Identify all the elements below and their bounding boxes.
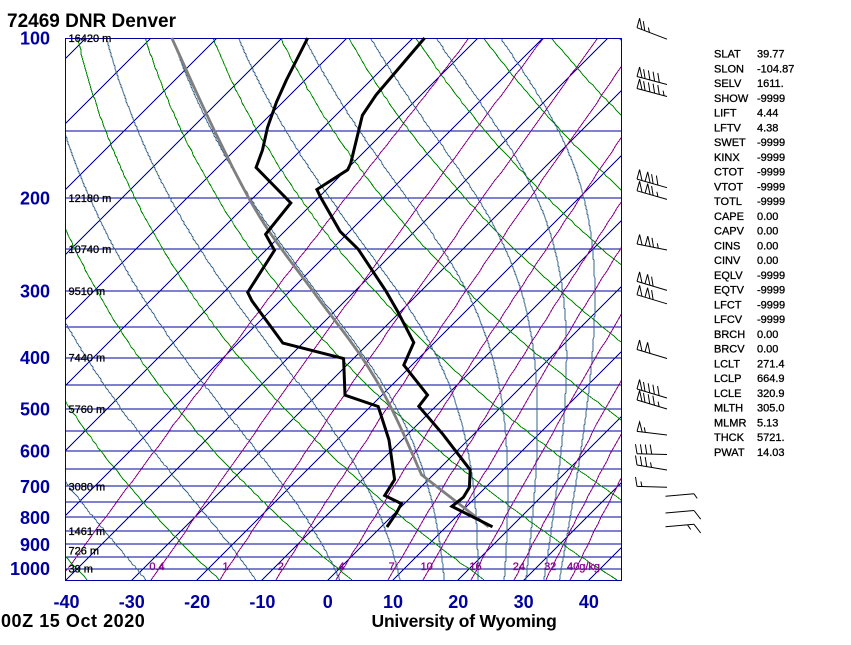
svg-text:BRCH: BRCH: [714, 329, 745, 341]
svg-text:7: 7: [389, 561, 395, 573]
svg-text:-9999: -9999: [757, 196, 785, 208]
svg-text:30: 30: [514, 592, 534, 612]
svg-text:-104.87: -104.87: [757, 63, 794, 75]
svg-text:LFCV: LFCV: [714, 314, 743, 326]
svg-text:SHOW: SHOW: [714, 93, 749, 105]
svg-text:LCLP: LCLP: [714, 373, 742, 385]
svg-text:16420 m: 16420 m: [69, 33, 112, 45]
svg-text:SWET: SWET: [714, 137, 746, 149]
svg-text:CAPE: CAPE: [714, 211, 744, 223]
svg-text:40: 40: [579, 592, 599, 612]
svg-text:-9999: -9999: [757, 285, 785, 297]
svg-text:1611.: 1611.: [757, 78, 784, 90]
svg-text:14.03: 14.03: [757, 447, 785, 459]
svg-text:TOTL: TOTL: [714, 196, 742, 208]
svg-text:0.4: 0.4: [149, 561, 164, 573]
svg-text:0.00: 0.00: [757, 226, 778, 238]
svg-text:2: 2: [278, 561, 284, 573]
svg-text:CTOT: CTOT: [714, 167, 744, 179]
svg-text:39 m: 39 m: [69, 564, 93, 576]
svg-text:-30: -30: [119, 592, 145, 612]
svg-text:0.00: 0.00: [757, 255, 778, 267]
svg-text:16: 16: [469, 561, 481, 573]
svg-text:1: 1: [223, 561, 229, 573]
svg-text:305.0: 305.0: [757, 403, 785, 415]
svg-text:24: 24: [513, 561, 525, 573]
svg-text:CINS: CINS: [714, 240, 740, 252]
svg-text:600: 600: [20, 442, 50, 462]
svg-text:726 m: 726 m: [69, 546, 100, 558]
svg-text:700: 700: [20, 477, 50, 497]
svg-text:4.38: 4.38: [757, 122, 778, 134]
svg-text:10740 m: 10740 m: [69, 244, 112, 256]
svg-text:0.00: 0.00: [757, 240, 778, 252]
svg-text:100: 100: [20, 29, 50, 49]
svg-text:SLON: SLON: [714, 63, 744, 75]
svg-text:0.00: 0.00: [757, 344, 778, 356]
svg-text:0.00: 0.00: [757, 211, 778, 223]
svg-text:300: 300: [20, 282, 50, 302]
svg-text:-9999: -9999: [757, 270, 785, 282]
svg-text:400: 400: [20, 348, 50, 368]
svg-text:LIFT: LIFT: [714, 108, 737, 120]
svg-text:SLAT: SLAT: [714, 49, 741, 61]
svg-text:MLMR: MLMR: [714, 417, 746, 429]
svg-text:39.77: 39.77: [757, 49, 785, 61]
svg-text:-9999: -9999: [757, 167, 785, 179]
svg-text:4.44: 4.44: [757, 108, 778, 120]
svg-text:5721.: 5721.: [757, 432, 785, 444]
svg-text:72469 DNR Denver: 72469 DNR Denver: [7, 11, 177, 32]
svg-text:7440 m: 7440 m: [69, 353, 106, 365]
svg-text:SELV: SELV: [714, 78, 742, 90]
svg-text:32: 32: [544, 561, 556, 573]
svg-text:20: 20: [448, 592, 468, 612]
svg-text:PWAT: PWAT: [714, 447, 745, 459]
svg-text:10: 10: [421, 561, 433, 573]
svg-text:-20: -20: [184, 592, 210, 612]
svg-text:200: 200: [20, 188, 50, 208]
svg-text:LCLE: LCLE: [714, 388, 742, 400]
svg-text:320.9: 320.9: [757, 388, 785, 400]
svg-text:LFCT: LFCT: [714, 299, 742, 311]
svg-text:-9999: -9999: [757, 93, 785, 105]
svg-text:1461 m: 1461 m: [69, 526, 106, 538]
svg-text:BRCV: BRCV: [714, 344, 745, 356]
svg-text:CAPV: CAPV: [714, 226, 745, 238]
svg-text:0.00: 0.00: [757, 329, 778, 341]
svg-text:800: 800: [20, 508, 50, 528]
svg-text:LCLT: LCLT: [714, 358, 740, 370]
svg-text:664.9: 664.9: [757, 373, 785, 385]
svg-text:-40: -40: [53, 592, 79, 612]
svg-text:University of Wyoming: University of Wyoming: [372, 611, 557, 631]
svg-text:5.13: 5.13: [757, 417, 778, 429]
svg-text:CINV: CINV: [714, 255, 741, 267]
svg-text:EQLV: EQLV: [714, 270, 743, 282]
svg-text:MLTH: MLTH: [714, 403, 743, 415]
svg-text:-10: -10: [249, 592, 275, 612]
svg-text:10: 10: [383, 592, 403, 612]
svg-text:-9999: -9999: [757, 152, 785, 164]
svg-text:500: 500: [20, 399, 50, 419]
svg-text:3080 m: 3080 m: [69, 482, 106, 494]
svg-text:271.4: 271.4: [757, 358, 785, 370]
svg-text:-9999: -9999: [757, 314, 785, 326]
svg-text:9510 m: 9510 m: [69, 286, 106, 298]
svg-text:900: 900: [20, 535, 50, 555]
svg-text:0: 0: [323, 592, 333, 612]
svg-text:LFTV: LFTV: [714, 122, 742, 134]
svg-text:5760 m: 5760 m: [69, 404, 106, 416]
svg-text:-9999: -9999: [757, 299, 785, 311]
svg-text:4: 4: [338, 561, 344, 573]
svg-text:-9999: -9999: [757, 181, 785, 193]
svg-text:40g/kg: 40g/kg: [567, 561, 600, 573]
svg-text:KINX: KINX: [714, 152, 740, 164]
svg-text:EQTV: EQTV: [714, 285, 745, 297]
svg-text:1000: 1000: [10, 559, 50, 579]
svg-text:VTOT: VTOT: [714, 181, 743, 193]
svg-text:-9999: -9999: [757, 137, 785, 149]
svg-text:00Z 15 Oct 2020: 00Z 15 Oct 2020: [1, 611, 145, 631]
svg-text:12180 m: 12180 m: [69, 193, 112, 205]
svg-text:THCK: THCK: [714, 432, 745, 444]
